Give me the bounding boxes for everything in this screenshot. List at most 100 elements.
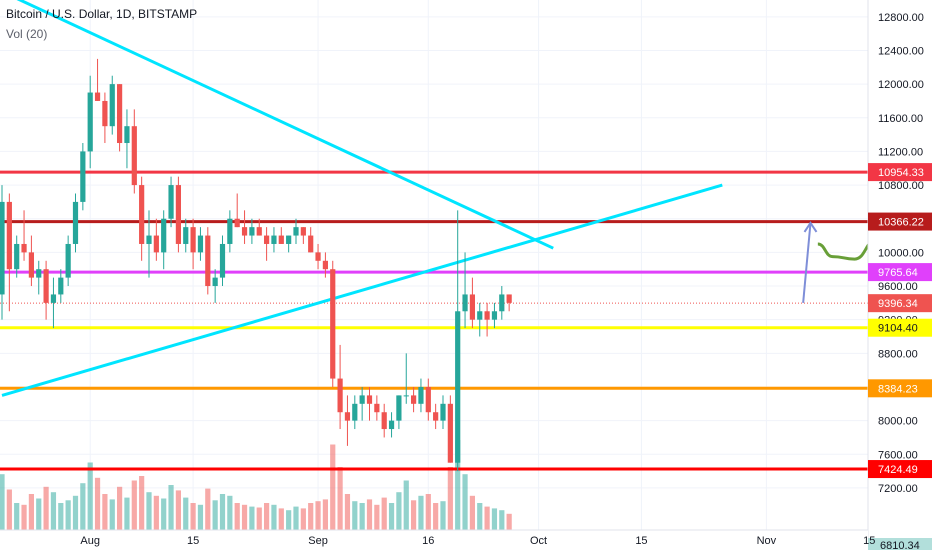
candle-body — [87, 92, 93, 152]
volume-bar — [175, 490, 181, 530]
volume-bar — [80, 483, 86, 530]
candle-body — [286, 235, 292, 244]
volume-bar — [256, 507, 262, 530]
y-tick-label: 11600.00 — [878, 113, 923, 125]
y-tick-label: 7200.00 — [878, 483, 918, 495]
level-label-bg — [868, 163, 932, 182]
volume-bar — [36, 498, 42, 530]
volume-bar — [205, 488, 211, 530]
candle-body — [58, 277, 64, 295]
volume-bar — [65, 500, 71, 530]
volume-bar — [21, 504, 27, 530]
volume-bar — [278, 508, 284, 530]
candle-body — [300, 227, 306, 236]
level-label-bg — [868, 294, 932, 313]
volume-bar — [58, 503, 64, 530]
volume-bar — [87, 462, 93, 530]
level-label: 8384.23 — [878, 383, 918, 395]
volume-bar — [14, 503, 20, 530]
volume-bar — [396, 492, 402, 530]
candle-body — [65, 243, 71, 278]
candle-body — [455, 311, 461, 463]
candle-body — [388, 420, 395, 430]
volume-bar — [322, 499, 328, 530]
x-tick-label: Sep — [308, 535, 328, 547]
candle-body — [6, 201, 12, 270]
volume-bar — [286, 510, 292, 530]
volume-indicator-label: Vol (20) — [6, 27, 48, 41]
volume-bar — [264, 503, 270, 530]
volume-bar — [6, 489, 12, 530]
projection-arrow — [802, 222, 812, 303]
volume-bar — [455, 440, 461, 530]
x-tick-label: Nov — [757, 535, 777, 547]
candle-body — [366, 395, 373, 404]
candle-body — [396, 395, 402, 421]
y-tick-label: 8000.00 — [878, 416, 918, 428]
level-label: 9765.64 — [878, 267, 918, 279]
volume-bar — [308, 503, 314, 530]
volume-bar — [183, 497, 189, 530]
candle-body — [403, 395, 409, 397]
candle-body — [36, 269, 42, 278]
volume-bar — [418, 495, 424, 530]
candle-body — [381, 412, 387, 430]
level-label: 10366.22 — [878, 217, 924, 229]
volume-bar — [190, 503, 196, 530]
volume-bar — [477, 503, 483, 530]
trendline — [1, 183, 723, 397]
candle-body — [418, 386, 424, 404]
candle-body — [131, 126, 137, 186]
x-tick-label: Aug — [80, 535, 100, 547]
volume-bar — [359, 503, 365, 530]
candle-body — [219, 243, 226, 278]
candle-body — [462, 294, 468, 312]
volume-bar — [425, 494, 431, 530]
volume-bar — [344, 494, 351, 530]
volume-bar — [227, 495, 233, 530]
y-tick-label: 12800.00 — [878, 12, 924, 24]
volume-bar — [124, 497, 130, 530]
x-tick-label: Oct — [530, 535, 547, 547]
volume-bar — [153, 495, 159, 530]
volume-bar — [411, 500, 417, 530]
level-label-bg — [868, 318, 932, 337]
level-label: 9396.34 — [878, 298, 918, 310]
y-tick-label: 10000.00 — [878, 247, 924, 259]
candle-body — [374, 403, 380, 413]
volume-bar — [109, 499, 115, 530]
candle-body — [80, 151, 86, 202]
level-label-bg — [868, 379, 932, 398]
candle-body — [256, 227, 262, 236]
candle-body — [212, 277, 218, 287]
candle-body — [234, 218, 240, 228]
candle-body — [330, 269, 336, 379]
volume-bar — [72, 495, 79, 530]
candle-body — [315, 252, 321, 261]
volume-bar — [131, 480, 137, 530]
volume-bar — [315, 501, 321, 530]
candle-body — [241, 227, 248, 236]
candle-body — [477, 311, 483, 320]
volume-bar — [146, 492, 152, 530]
y-tick-label: 9600.00 — [878, 281, 918, 293]
bottom-label-bg — [868, 538, 932, 550]
volume-bar — [117, 486, 123, 530]
volume-bar — [366, 499, 373, 530]
candle-body — [124, 126, 130, 144]
y-tick-label: 12000.00 — [878, 79, 924, 91]
x-tick-label: 15 — [187, 535, 199, 547]
level-label-bg — [868, 263, 932, 282]
volume-bar — [491, 508, 498, 530]
candle-body — [168, 185, 174, 219]
candle-body — [190, 227, 196, 253]
candle-body — [161, 218, 167, 253]
volume-bar — [249, 506, 255, 530]
candle-body — [153, 235, 159, 253]
y-tick-label: 7600.00 — [878, 449, 918, 461]
projection-arrow-head — [803, 221, 818, 233]
candle-body — [183, 227, 189, 244]
volume-bar — [469, 495, 475, 530]
candle-body — [411, 395, 417, 404]
